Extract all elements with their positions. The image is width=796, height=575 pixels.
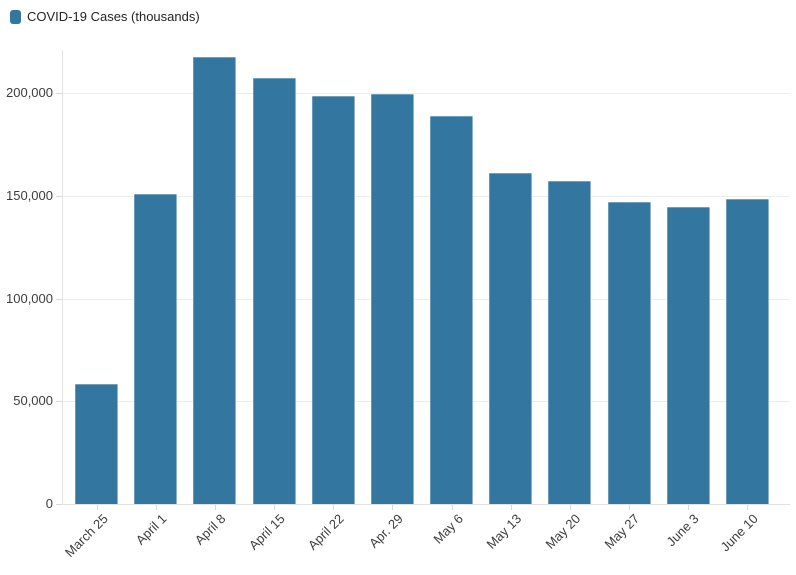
y-tick-mark: [56, 504, 62, 505]
bar-slot: [540, 45, 599, 504]
y-tick-mark: [56, 196, 62, 197]
x-tick-mark: [629, 505, 630, 510]
x-tick-label: April 15: [245, 511, 288, 553]
bar[interactable]: [607, 202, 651, 504]
bar[interactable]: [252, 78, 296, 504]
y-tick-label: 50,000: [13, 393, 53, 408]
bar-slot: [718, 45, 777, 504]
y-tick-mark: [56, 93, 62, 94]
x-tick-mark: [156, 505, 157, 510]
bar[interactable]: [134, 194, 178, 504]
x-tick-label: April 22: [304, 511, 347, 553]
x-tick-label: May 27: [601, 511, 643, 552]
bar-slot: [245, 45, 304, 504]
y-tick-mark: [56, 401, 62, 402]
x-tick-mark: [511, 505, 512, 510]
x-tick-mark: [333, 505, 334, 510]
x-tick-label: Apr. 29: [365, 511, 406, 551]
bar[interactable]: [370, 94, 414, 504]
x-tick-mark: [570, 505, 571, 510]
bar-slot: [659, 45, 718, 504]
x-tick-mark: [97, 505, 98, 510]
bar[interactable]: [193, 57, 237, 504]
x-tick-label: June 3: [663, 511, 702, 550]
legend[interactable]: COVID-19 Cases (thousands): [10, 9, 200, 25]
x-tick-mark: [274, 505, 275, 510]
x-tick-label: April 8: [191, 511, 229, 548]
bar-slot: [67, 45, 126, 504]
bar[interactable]: [725, 199, 769, 504]
bar[interactable]: [75, 384, 119, 504]
x-tick-mark: [392, 505, 393, 510]
gridline: [62, 401, 790, 402]
x-axis-line: [62, 504, 790, 505]
x-tick-mark: [688, 505, 689, 510]
x-tick-label: May 6: [429, 511, 466, 547]
bar-slot: [422, 45, 481, 504]
bar[interactable]: [548, 181, 592, 504]
legend-label: COVID-19 Cases (thousands): [27, 9, 200, 24]
bar-slot: [363, 45, 422, 504]
y-axis-line: [62, 50, 63, 504]
bar-slot: [304, 45, 363, 504]
gridline: [62, 93, 790, 94]
gridline: [62, 299, 790, 300]
bar[interactable]: [311, 96, 355, 504]
x-tick-label: May 13: [483, 511, 525, 552]
bar[interactable]: [489, 173, 533, 504]
x-tick-label: June 10: [717, 511, 761, 555]
y-tick-mark: [56, 299, 62, 300]
bar-slot: [126, 45, 185, 504]
bars-layer: [67, 45, 777, 504]
bar[interactable]: [430, 116, 474, 504]
bar-slot: [481, 45, 540, 504]
y-tick-label: 0: [45, 496, 53, 511]
y-tick-label: 150,000: [6, 188, 53, 203]
y-tick-label: 200,000: [6, 85, 53, 100]
bar[interactable]: [666, 207, 710, 504]
x-tick-mark: [747, 505, 748, 510]
x-tick-label: May 20: [542, 511, 584, 552]
x-tick-label: March 25: [61, 511, 111, 560]
legend-swatch-icon: [10, 10, 21, 24]
x-tick-label: April 1: [132, 511, 170, 548]
gridline: [62, 196, 790, 197]
bar-slot: [600, 45, 659, 504]
bar-slot: [185, 45, 244, 504]
x-tick-mark: [215, 505, 216, 510]
x-tick-mark: [452, 505, 453, 510]
y-tick-label: 100,000: [6, 291, 53, 306]
